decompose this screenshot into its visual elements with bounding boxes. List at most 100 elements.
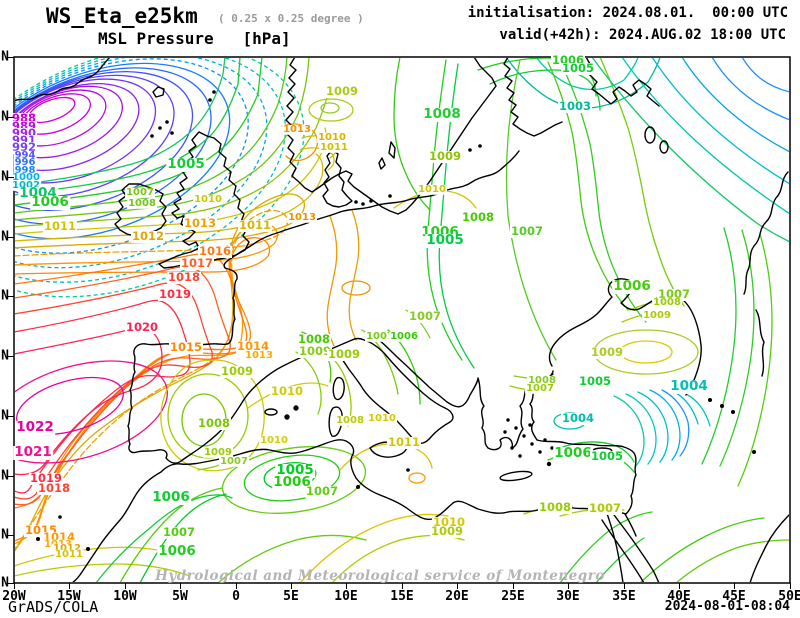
lat-tick-label: N xyxy=(1,348,9,364)
axis-tick xyxy=(235,583,237,589)
isobar-label: 1012 xyxy=(130,229,166,244)
isobar-label: 1007 xyxy=(304,484,340,499)
isobar-label: 1013 xyxy=(282,123,312,135)
isobar-label: 1009 xyxy=(203,446,233,458)
isobar-label: 990 xyxy=(10,126,38,141)
field-title: MSL Pressure [hPa] xyxy=(98,29,291,48)
africa-levant-isobars xyxy=(300,505,789,582)
isobar-label: 1008 xyxy=(527,374,557,386)
isobar-label: 988 xyxy=(10,111,38,126)
isobar-label: 1009 xyxy=(429,524,465,539)
lat-tick-label: N xyxy=(1,229,9,245)
isobar-label: 1010 xyxy=(417,183,447,195)
isobar-label: 1010 xyxy=(193,193,223,205)
axis-tick xyxy=(567,583,569,589)
isobar-label: 1005 xyxy=(560,61,596,76)
isobar-label: 989 xyxy=(10,119,38,134)
isobar-label: 1007 xyxy=(161,525,197,540)
lon-tick-label: 5W xyxy=(172,589,188,604)
isobar-label: 1013 xyxy=(244,349,274,361)
isobar-label: 1010 xyxy=(367,412,397,424)
isobar-label: 1006 xyxy=(272,473,312,490)
isobar-label: 1011 xyxy=(386,435,422,450)
isobar-label: 1009 xyxy=(324,84,360,99)
isobar-label: 1007 xyxy=(525,382,555,394)
axis-tick xyxy=(124,583,126,589)
axis-tick xyxy=(345,583,347,589)
isobar-label: 1007 xyxy=(365,330,395,342)
lon-tick-label: 20W xyxy=(2,589,26,604)
isobar-label: 1014 xyxy=(41,530,77,545)
axis-tick xyxy=(678,583,680,589)
isobar-label: 1008 xyxy=(460,210,496,225)
isobar-label: 1019 xyxy=(157,287,193,302)
northeast-blue-fan xyxy=(591,58,789,243)
isobar-label: 1008 xyxy=(335,414,365,426)
isobar-label: 1007 xyxy=(656,287,692,302)
lon-tick-label: 5E xyxy=(283,589,299,604)
isobar-label: 1012 xyxy=(52,542,82,554)
lon-tick-label: 45E xyxy=(722,589,746,604)
isobar-label: 1013 xyxy=(287,211,317,223)
lon-tick-label: 50E xyxy=(778,589,800,604)
isobar-label: 1008 xyxy=(196,416,232,431)
axis-tick xyxy=(8,176,14,178)
isobar-label: 1005 xyxy=(425,231,465,248)
lat-tick-label: N xyxy=(1,49,9,65)
init-time: initialisation: 2024.08.01. 00:00 UTC xyxy=(467,5,788,21)
west-med-low-rings xyxy=(95,446,367,582)
isobar-label: 1015 xyxy=(23,523,59,538)
isobar-label: 1007 xyxy=(219,455,249,467)
isobar-label: 1003 xyxy=(557,99,593,114)
isobar-label: 1021 xyxy=(13,443,53,460)
isobar-label: 1008 xyxy=(422,105,462,122)
isobar-label: 1006 xyxy=(157,542,197,559)
isobar-label: 1000 xyxy=(11,171,41,183)
isobar-label: 1017 xyxy=(179,256,215,271)
lon-tick-label: 25E xyxy=(501,589,525,604)
isobar-label: 1014 xyxy=(235,339,271,354)
axis-tick xyxy=(8,355,14,357)
axis-tick xyxy=(8,582,14,584)
isobar-label: 1005 xyxy=(166,155,206,172)
axis-tick xyxy=(789,583,791,589)
isobar-label: 994 xyxy=(13,149,37,161)
lat-tick-label: N xyxy=(1,109,9,125)
lat-tick-label: N xyxy=(1,408,9,424)
model-title: WS_Eta_e25km xyxy=(46,4,198,28)
isobar-label: 1015 xyxy=(168,340,204,355)
isobar-label: 1010 xyxy=(317,131,347,143)
lon-tick-label: 10W xyxy=(113,589,137,604)
isobar-label: 1002 xyxy=(11,179,41,191)
isobar-label: 1020 xyxy=(124,320,160,335)
isobar-label: 1008 xyxy=(537,500,573,515)
axis-tick xyxy=(8,236,14,238)
lat-tick-label: N xyxy=(1,169,9,185)
lon-tick-label: 10E xyxy=(334,589,358,604)
valid-time: valid(+42h): 2024.AUG.02 18:00 UTC xyxy=(499,27,786,43)
lon-tick-label: 35E xyxy=(612,589,636,604)
coastline-layer xyxy=(15,58,789,582)
isobar-label: 1005 xyxy=(577,374,613,389)
isobar-label: 1009 xyxy=(642,309,672,321)
lon-tick-label: 15E xyxy=(390,589,414,604)
isobar-label: 1011 xyxy=(237,218,273,233)
lat-tick-label: N xyxy=(1,288,9,304)
isobar-label: 1019 xyxy=(28,471,64,486)
isobar-label: 996 xyxy=(13,156,37,168)
axis-tick xyxy=(623,583,625,589)
axis-tick xyxy=(8,56,14,58)
lat-tick-label: N xyxy=(1,575,9,591)
isobar-label: 1018 xyxy=(36,481,72,496)
lon-tick-label: 40E xyxy=(667,589,691,604)
axis-tick xyxy=(733,583,735,589)
isobar-label: 1007 xyxy=(587,501,623,516)
watermark: Hydrological and Meteorological service … xyxy=(155,568,605,584)
axis-tick xyxy=(8,534,14,536)
lat-tick-label: N xyxy=(1,527,9,543)
axis-tick xyxy=(179,583,181,589)
isobar-label: 1010 xyxy=(259,434,289,446)
isobar-label: 1016 xyxy=(197,244,233,259)
